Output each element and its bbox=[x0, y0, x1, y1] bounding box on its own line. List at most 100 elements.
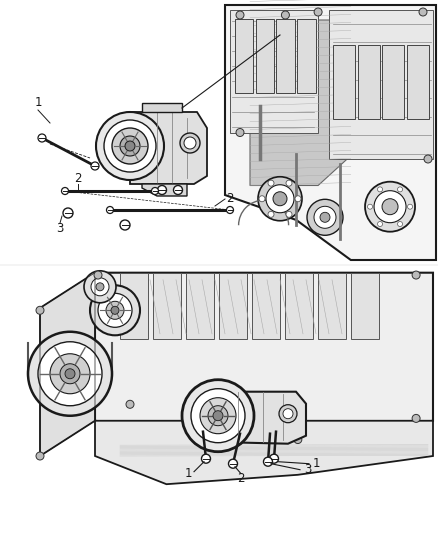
Circle shape bbox=[63, 208, 73, 218]
Circle shape bbox=[295, 196, 301, 202]
Polygon shape bbox=[142, 103, 182, 112]
Circle shape bbox=[180, 133, 200, 153]
Circle shape bbox=[374, 191, 406, 223]
Circle shape bbox=[314, 206, 336, 228]
Circle shape bbox=[91, 162, 99, 170]
Circle shape bbox=[60, 364, 80, 384]
Circle shape bbox=[96, 112, 164, 180]
Circle shape bbox=[307, 199, 343, 235]
Circle shape bbox=[36, 452, 44, 460]
Circle shape bbox=[273, 192, 287, 206]
Polygon shape bbox=[95, 421, 433, 484]
Polygon shape bbox=[40, 273, 95, 456]
Circle shape bbox=[36, 306, 44, 314]
Circle shape bbox=[419, 8, 427, 16]
Circle shape bbox=[28, 332, 112, 416]
Circle shape bbox=[259, 196, 265, 202]
Circle shape bbox=[106, 301, 124, 319]
Circle shape bbox=[201, 454, 211, 463]
Circle shape bbox=[229, 459, 237, 468]
Circle shape bbox=[378, 187, 382, 192]
Circle shape bbox=[320, 212, 330, 222]
Circle shape bbox=[268, 212, 274, 217]
Text: 2: 2 bbox=[226, 191, 234, 205]
Circle shape bbox=[398, 222, 403, 227]
Circle shape bbox=[268, 180, 274, 186]
Circle shape bbox=[106, 206, 113, 214]
Text: 3: 3 bbox=[57, 222, 64, 235]
Polygon shape bbox=[120, 273, 148, 338]
Polygon shape bbox=[318, 273, 346, 338]
Circle shape bbox=[61, 188, 68, 195]
Polygon shape bbox=[219, 273, 247, 338]
Bar bbox=[297, 19, 315, 93]
Bar bbox=[276, 19, 295, 93]
Circle shape bbox=[90, 285, 140, 335]
Text: 1: 1 bbox=[184, 467, 192, 480]
Polygon shape bbox=[329, 10, 433, 159]
Circle shape bbox=[125, 141, 135, 151]
Polygon shape bbox=[225, 5, 436, 260]
Bar bbox=[358, 45, 380, 119]
Circle shape bbox=[258, 177, 302, 221]
Circle shape bbox=[412, 271, 420, 279]
Circle shape bbox=[269, 454, 279, 463]
Circle shape bbox=[412, 414, 420, 422]
Circle shape bbox=[226, 206, 233, 214]
Circle shape bbox=[398, 187, 403, 192]
Circle shape bbox=[96, 283, 104, 291]
Circle shape bbox=[286, 212, 292, 217]
Circle shape bbox=[94, 271, 102, 279]
Text: 2: 2 bbox=[237, 472, 245, 485]
Bar bbox=[333, 45, 355, 119]
Circle shape bbox=[281, 11, 290, 19]
Polygon shape bbox=[285, 273, 313, 338]
Polygon shape bbox=[230, 10, 318, 133]
Polygon shape bbox=[186, 273, 214, 338]
Polygon shape bbox=[130, 112, 207, 184]
Circle shape bbox=[84, 271, 116, 303]
Circle shape bbox=[38, 342, 102, 406]
Circle shape bbox=[196, 410, 204, 418]
Circle shape bbox=[266, 185, 294, 213]
Circle shape bbox=[173, 185, 183, 195]
Polygon shape bbox=[153, 273, 181, 338]
Circle shape bbox=[126, 400, 134, 408]
Circle shape bbox=[283, 409, 293, 419]
Text: 3: 3 bbox=[304, 463, 312, 476]
Circle shape bbox=[91, 278, 109, 296]
Circle shape bbox=[294, 435, 302, 443]
Circle shape bbox=[407, 204, 413, 209]
Circle shape bbox=[104, 120, 156, 172]
Circle shape bbox=[120, 136, 140, 156]
Text: 2: 2 bbox=[74, 172, 82, 184]
Circle shape bbox=[191, 389, 245, 443]
Circle shape bbox=[367, 204, 373, 209]
Circle shape bbox=[184, 137, 196, 149]
Circle shape bbox=[378, 222, 382, 227]
Circle shape bbox=[236, 128, 244, 136]
Circle shape bbox=[236, 11, 244, 19]
Circle shape bbox=[38, 134, 46, 142]
Bar bbox=[235, 19, 254, 93]
Circle shape bbox=[208, 406, 228, 426]
Circle shape bbox=[120, 220, 130, 230]
Circle shape bbox=[382, 199, 398, 215]
Polygon shape bbox=[250, 20, 362, 185]
Circle shape bbox=[279, 405, 297, 423]
Circle shape bbox=[112, 128, 148, 164]
Polygon shape bbox=[200, 392, 306, 443]
Text: 1: 1 bbox=[312, 457, 320, 470]
Circle shape bbox=[365, 182, 415, 232]
Circle shape bbox=[65, 369, 75, 379]
Circle shape bbox=[314, 8, 322, 16]
Circle shape bbox=[98, 293, 132, 327]
Circle shape bbox=[213, 411, 223, 421]
Circle shape bbox=[424, 155, 432, 163]
Polygon shape bbox=[95, 273, 433, 444]
Circle shape bbox=[286, 180, 292, 186]
Circle shape bbox=[182, 379, 254, 451]
Bar bbox=[407, 45, 429, 119]
Circle shape bbox=[200, 398, 236, 434]
Polygon shape bbox=[142, 184, 187, 196]
